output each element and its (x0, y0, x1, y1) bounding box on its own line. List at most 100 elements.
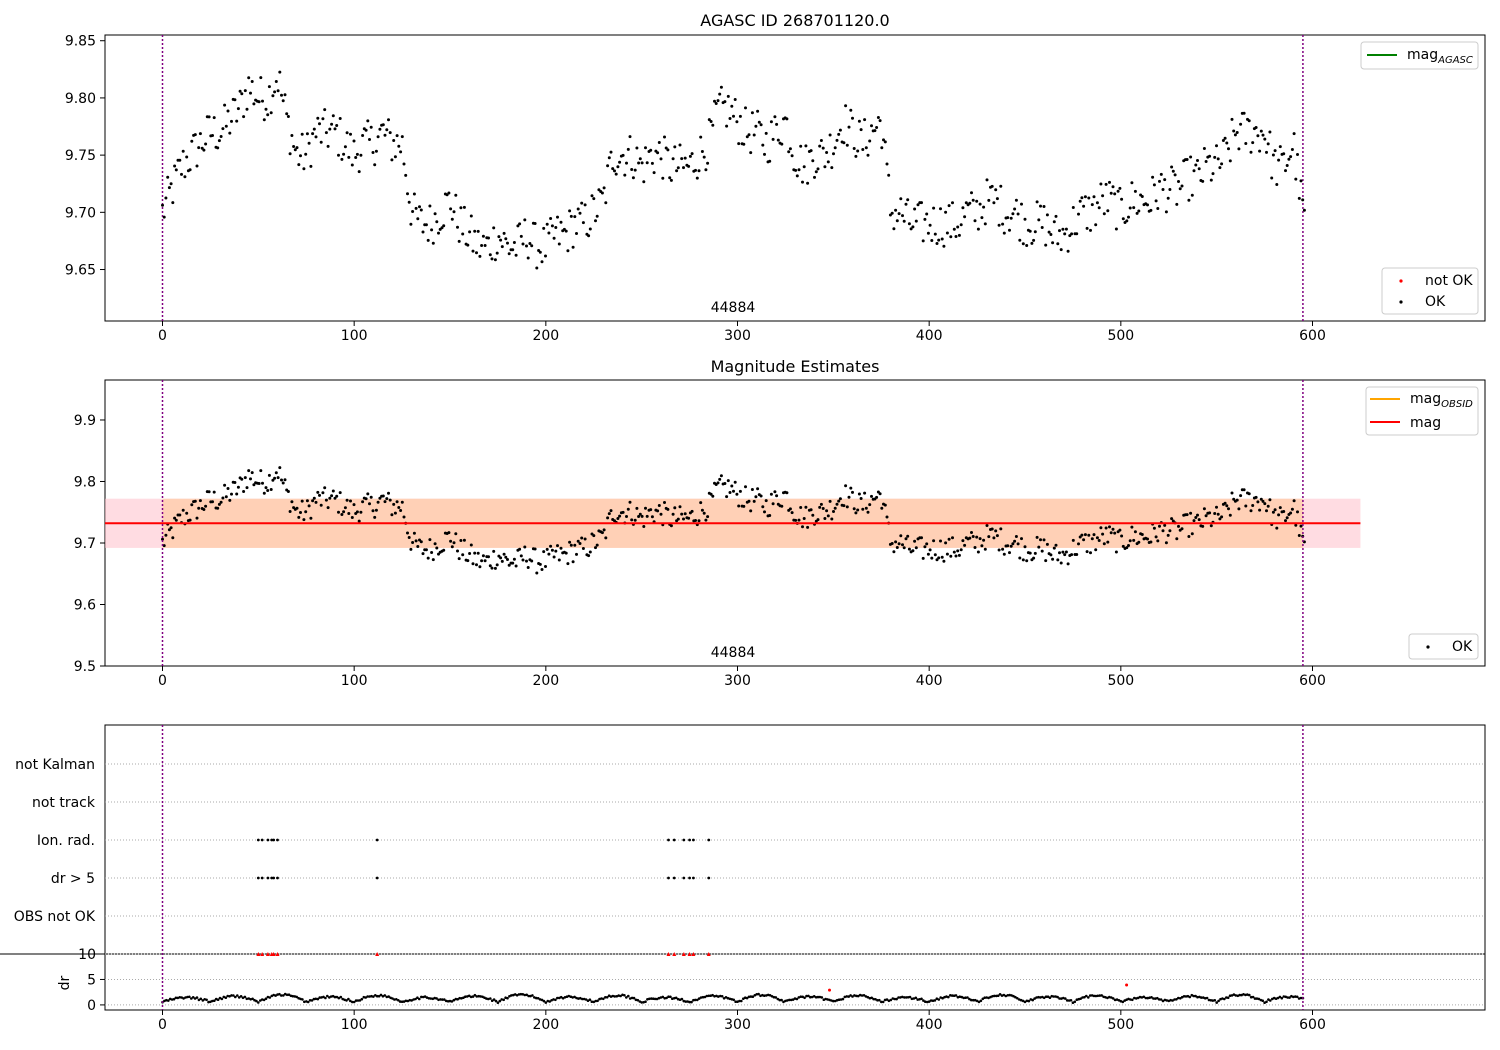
data-point (1089, 228, 1092, 232)
data-point (628, 135, 632, 139)
flag-event-3-4 (272, 876, 276, 880)
data-point (625, 161, 628, 165)
data-point (1278, 506, 1282, 510)
flag-row-label-1: not track (32, 795, 96, 811)
data-point (1259, 497, 1263, 501)
dr-point (527, 994, 530, 998)
data-point (1075, 232, 1079, 236)
data-point (1066, 249, 1070, 253)
dr-point (257, 1001, 260, 1004)
data-point (856, 149, 860, 153)
data-point (324, 131, 328, 135)
dr-point (720, 995, 724, 998)
dr-point (176, 996, 180, 1000)
data-point (1064, 227, 1068, 231)
data-point (340, 157, 344, 161)
data-point (430, 551, 434, 554)
dr-point (1234, 994, 1238, 997)
data-point (682, 166, 685, 170)
data-point (506, 558, 509, 561)
data-point (997, 548, 1001, 552)
data-point (1299, 179, 1303, 183)
data-point (1042, 205, 1046, 208)
data-point (857, 119, 861, 123)
dr-point (927, 1000, 931, 1003)
data-point (1244, 504, 1248, 508)
data-point (181, 508, 185, 512)
data-point (952, 227, 956, 231)
data-point (904, 202, 908, 206)
data-point (995, 534, 999, 538)
dr-clipped-marker-12 (706, 952, 711, 956)
data-point (1266, 504, 1270, 508)
dr-point (1152, 997, 1155, 1000)
data-point (204, 504, 208, 508)
data-point (1204, 514, 1208, 518)
data-point (944, 541, 948, 545)
dr-point (519, 992, 523, 996)
data-point (956, 225, 960, 229)
data-point (661, 176, 665, 180)
flag-event-3-2 (266, 876, 270, 880)
data-point (475, 251, 478, 255)
dr-point (316, 997, 320, 1001)
dr-point (295, 995, 299, 999)
data-point (930, 239, 934, 242)
data-point (830, 517, 834, 521)
data-point (554, 549, 558, 553)
data-point (230, 492, 233, 496)
data-point (1271, 153, 1275, 157)
data-point (469, 214, 473, 218)
data-point (633, 168, 637, 172)
data-point (266, 113, 270, 117)
dr-clipped-marker-1 (260, 952, 265, 956)
data-point (357, 170, 361, 174)
data-point (1189, 511, 1193, 515)
dr-point (958, 995, 962, 998)
data-point (626, 507, 630, 511)
data-point (788, 147, 792, 151)
data-point (433, 212, 437, 216)
data-point (1085, 550, 1089, 554)
data-point (302, 167, 306, 171)
data-point (1102, 542, 1106, 546)
data-point (738, 114, 742, 118)
dr-point (1096, 994, 1100, 998)
data-point (838, 497, 842, 501)
dr-clipped-marker-10 (687, 952, 692, 956)
data-point (942, 559, 946, 563)
data-point (243, 89, 247, 93)
data-point (418, 205, 421, 209)
data-point (825, 151, 829, 154)
dr-point (1073, 1000, 1077, 1004)
data-point (844, 104, 848, 108)
dr-point (222, 995, 226, 999)
dr-point (594, 999, 597, 1003)
data-point (217, 502, 221, 506)
data-point (236, 485, 240, 489)
data-point (307, 504, 311, 508)
data-point (902, 219, 906, 223)
data-point (906, 198, 910, 202)
dr-point (280, 994, 283, 997)
panel1-title: AGASC ID 268701120.0 (700, 11, 889, 30)
data-point (1156, 539, 1160, 543)
dr-point (979, 999, 983, 1003)
dr-point (1253, 997, 1257, 1000)
data-point (426, 556, 430, 560)
data-point (525, 559, 528, 563)
data-point (544, 254, 547, 258)
data-point (775, 122, 779, 126)
data-point (433, 542, 437, 546)
flag-event-3-0 (256, 876, 260, 880)
data-point (1013, 539, 1017, 543)
data-point (1092, 195, 1096, 199)
data-point (1258, 149, 1262, 153)
dr-point (661, 995, 665, 999)
data-point (1197, 167, 1201, 171)
panel3-frame (104, 724, 1486, 1011)
data-point (1118, 186, 1122, 190)
dr-point (429, 997, 433, 1000)
data-point (392, 139, 396, 142)
